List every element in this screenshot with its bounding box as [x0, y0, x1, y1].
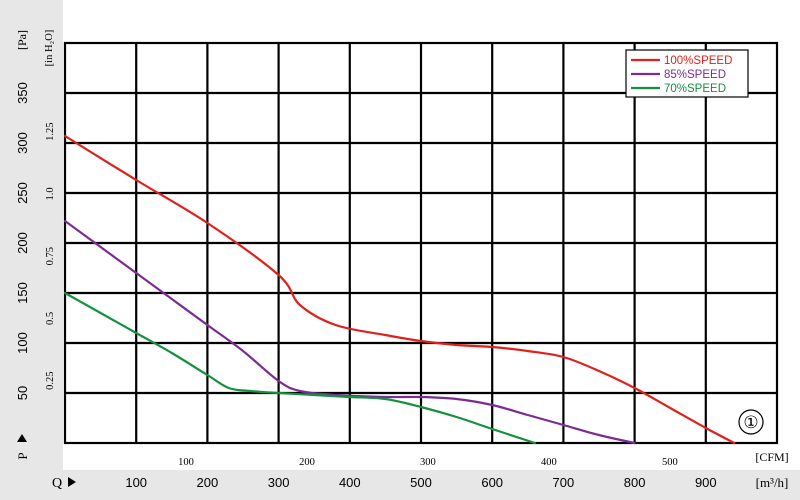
inh2o-unit-label: [in H₂O] — [44, 30, 55, 67]
pa-tick-label: 150 — [15, 282, 30, 304]
plot-grid — [65, 43, 777, 443]
q-axis-letter: Q — [52, 476, 62, 491]
legend-label: 100%SPEED — [664, 55, 732, 67]
m3h-tick-label: 600 — [481, 475, 503, 490]
curve-badge: ① — [738, 409, 764, 435]
cfm-tick-label: 500 — [662, 457, 678, 468]
m3h-tick-label: 900 — [695, 475, 717, 490]
curve-badge-circle — [738, 409, 764, 435]
pa-tick-label: 300 — [15, 132, 30, 154]
p-arrow-icon — [17, 434, 27, 442]
m3h-tick-labels: 100 200 300 400 500 600 700 800 900 — [125, 475, 716, 490]
pa-tick-label: 50 — [15, 386, 30, 400]
inh2o-tick-label: 0.5 — [45, 312, 56, 325]
m3h-tick-label: 500 — [410, 475, 432, 490]
series-line — [63, 291, 537, 445]
m3h-tick-label: 800 — [624, 475, 646, 490]
m3h-unit-label: [m³/h] — [756, 475, 789, 490]
series-lines — [63, 134, 736, 445]
cfm-tick-label: 100 — [178, 457, 194, 468]
left-axis-band — [0, 0, 63, 500]
pa-tick-label: 100 — [15, 332, 30, 354]
pa-tick-label: 200 — [15, 232, 30, 254]
inh2o-tick-label: 0.25 — [45, 372, 56, 390]
cfm-unit-label: [CFM] — [755, 450, 788, 464]
pa-tick-label: 250 — [15, 182, 30, 204]
cfm-tick-labels: 100 200 300 400 500 — [178, 457, 678, 468]
cfm-tick-label: 300 — [420, 457, 436, 468]
series-line — [63, 134, 736, 445]
curve-badge-text: ① — [743, 413, 758, 432]
pa-unit-label: [Pa] — [15, 30, 29, 50]
m3h-tick-label: 100 — [125, 475, 147, 490]
legend: 100%SPEED 85%SPEED 70%SPEED — [625, 49, 749, 98]
pa-tick-labels: 50 100 150 200 250 300 350 — [15, 82, 30, 400]
inh2o-tick-label: 1.25 — [45, 122, 56, 140]
pa-tick-label: 350 — [15, 82, 30, 104]
inh2o-tick-label: 1.0 — [45, 187, 56, 200]
q-arrow-icon — [68, 477, 76, 487]
cfm-tick-label: 400 — [541, 457, 557, 468]
inh2o-tick-label: 0.75 — [45, 247, 56, 265]
p-axis-letter: P — [15, 452, 30, 459]
inh2o-tick-labels: 0.25 0.5 0.75 1.0 1.25 — [45, 122, 56, 389]
bottom-axis-band — [0, 470, 800, 500]
m3h-tick-label: 200 — [197, 475, 219, 490]
cfm-tick-label: 200 — [299, 457, 315, 468]
legend-label: 70%SPEED — [664, 83, 726, 95]
legend-label: 85%SPEED — [664, 69, 726, 81]
m3h-tick-label: 700 — [553, 475, 575, 490]
m3h-tick-label: 300 — [268, 475, 290, 490]
series-line — [63, 219, 636, 445]
plot-frame — [63, 41, 779, 445]
m3h-tick-label: 400 — [339, 475, 361, 490]
